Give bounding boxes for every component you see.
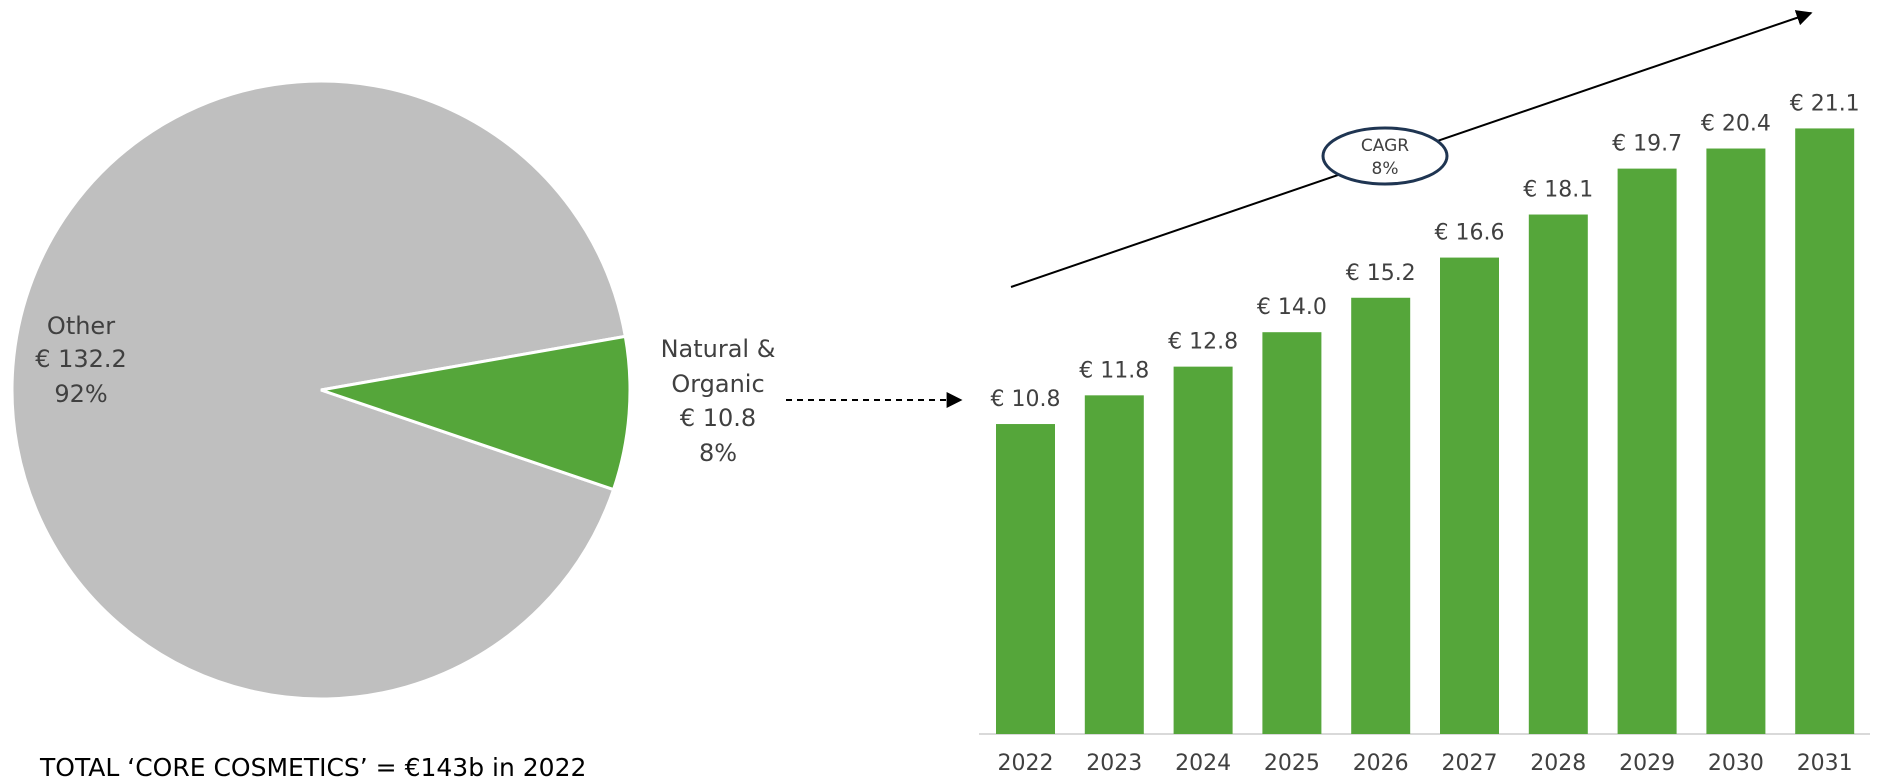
amount-label: € 132.2 <box>35 345 127 373</box>
annotation: CAGR <box>1361 136 1409 156</box>
percent-label: 92% <box>54 380 107 408</box>
x-tick-label: 2024 <box>1175 751 1231 776</box>
bar <box>1706 148 1766 734</box>
annotation: 8% <box>1372 159 1399 179</box>
pie-slice <box>10 79 628 701</box>
value-label: € 12.8 <box>1168 330 1238 355</box>
value-label: € 15.2 <box>1346 261 1416 286</box>
x-tick-label: 2028 <box>1530 751 1586 776</box>
percent-label: 8% <box>699 439 737 467</box>
pie-slice <box>320 334 632 492</box>
bar <box>1084 395 1144 734</box>
value-label: € 19.7 <box>1612 132 1682 157</box>
value-label: € 11.8 <box>1079 358 1149 383</box>
x-tick-label: 2027 <box>1442 751 1498 776</box>
x-tick-label: 2022 <box>998 751 1054 776</box>
value-label: € 18.1 <box>1523 178 1593 203</box>
bar <box>1617 168 1677 735</box>
bar <box>1173 366 1233 734</box>
note: TOTAL ‘CORE COSMETICS’ = €143b in 2022 <box>39 753 586 782</box>
x-tick-label: 2026 <box>1353 751 1409 776</box>
x-tick-label: 2029 <box>1619 751 1675 776</box>
bar <box>1528 214 1588 734</box>
x-tick-label: 2025 <box>1264 751 1320 776</box>
value-label: € 21.1 <box>1790 91 1860 116</box>
value-label: € 14.0 <box>1257 295 1327 320</box>
bar <box>1262 332 1322 734</box>
x-tick-label: 2023 <box>1086 751 1142 776</box>
x-tick-label: 2030 <box>1708 751 1764 776</box>
value-label: € 16.6 <box>1435 221 1505 246</box>
bar <box>1351 297 1411 734</box>
slice-label: Other <box>47 312 115 340</box>
value-label: € 10.8 <box>991 387 1061 412</box>
amount-label: € 10.8 <box>680 404 756 432</box>
x-tick-label: 2031 <box>1797 751 1853 776</box>
value-label: € 20.4 <box>1701 112 1771 137</box>
bar <box>996 424 1055 734</box>
bar <box>1795 128 1855 734</box>
bar <box>1440 257 1499 734</box>
cagr-bubble <box>1321 126 1449 186</box>
slice-label: Natural & Organic <box>661 335 776 398</box>
